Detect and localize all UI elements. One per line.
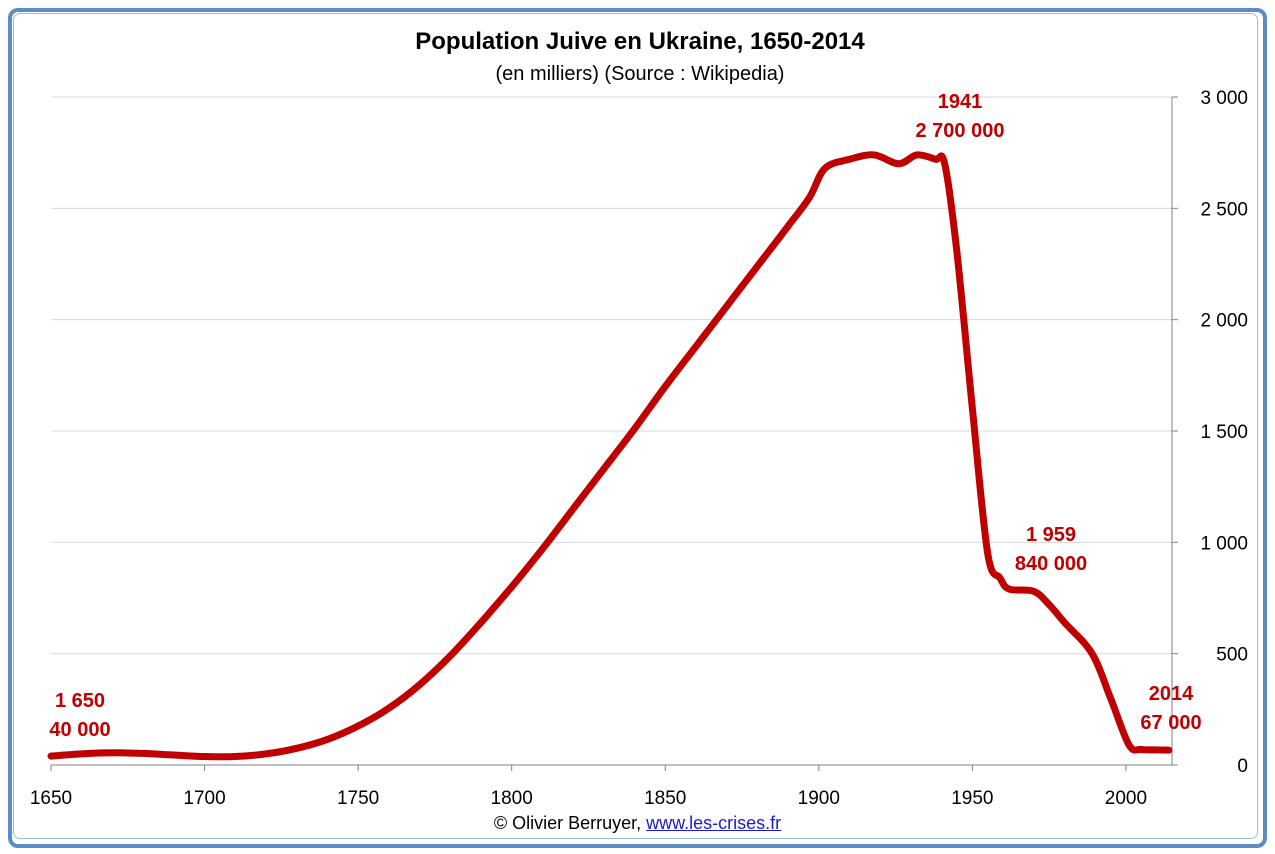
x-tick-label: 1750 [337, 788, 379, 809]
y-tick-label: 0 [1237, 756, 1248, 777]
x-tick-label: 1700 [183, 788, 225, 809]
annotation-value: 40 000 [49, 719, 110, 741]
x-tick-label: 1900 [798, 788, 840, 809]
annotation-year: 1 650 [55, 690, 105, 712]
series-line [47, 151, 1173, 761]
annotation-2014: 2014 67 000 [1140, 683, 1201, 734]
annotation-year: 1941 [938, 91, 983, 113]
annotation-value: 2 700 000 [916, 120, 1005, 142]
y-tick-label: 3 000 [1200, 88, 1248, 109]
gridlines [51, 96, 1172, 655]
x-tick-label: 1950 [951, 788, 993, 809]
y-tick-label: 500 [1216, 645, 1248, 666]
y-tick-labels: 0 500 1 000 1 500 2 000 2 500 3 000 [1200, 88, 1248, 777]
credit-line: © Olivier Berruyer, www.les-crises.fr [0, 813, 1275, 834]
annotation-1959: 1 959 840 000 [1015, 524, 1087, 575]
annotation-1941: 1941 2 700 000 [916, 91, 1005, 142]
x-tick-label: 1650 [30, 788, 72, 809]
x-tick-label: 2000 [1105, 788, 1147, 809]
x-tick-label: 1800 [491, 788, 533, 809]
y-tick-label: 1 000 [1200, 533, 1248, 554]
y-tick-label: 2 000 [1200, 311, 1248, 332]
credit-author: © Olivier Berruyer, [493, 813, 642, 833]
chart-frame-inner-border [13, 13, 1258, 839]
axes [50, 96, 1178, 771]
x-tick-label: 1850 [644, 788, 686, 809]
credit-link[interactable]: www.les-crises.fr [646, 813, 782, 833]
annotation-year: 2014 [1149, 683, 1194, 705]
chart-subtitle: (en milliers) (Source : Wikipedia) [496, 63, 785, 85]
y-tick-label: 1 500 [1200, 422, 1248, 443]
x-tick-labels: 1650 1700 1750 1800 1850 1900 1950 2000 [30, 788, 1147, 809]
annotation-value: 840 000 [1015, 553, 1087, 575]
annotation-value: 67 000 [1140, 712, 1201, 734]
annotation-1650: 1 650 40 000 [49, 690, 110, 741]
chart-title: Population Juive en Ukraine, 1650-2014 [415, 28, 865, 55]
annotation-year: 1 959 [1026, 524, 1076, 546]
y-tick-label: 2 500 [1200, 199, 1248, 220]
